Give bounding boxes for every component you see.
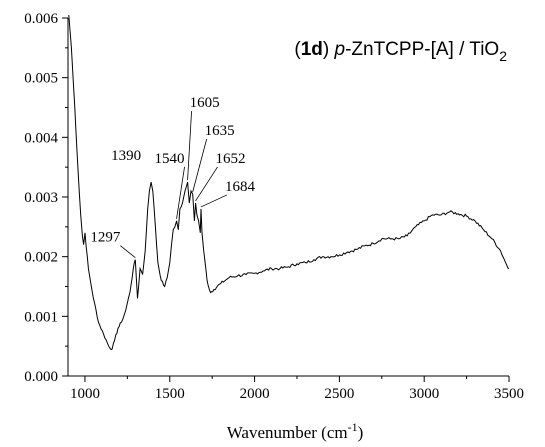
- x-axis-label: Wavenumber (cm-1): [227, 420, 364, 442]
- title-paren-close: ): [323, 39, 335, 60]
- peak-label: 1684: [225, 179, 256, 195]
- annotation-leader: [192, 138, 208, 193]
- annotation-leader: [176, 166, 185, 219]
- tick-labels: 1000 1500 2000 2500 3000 3500 0.000 0.001 0.002 0…: [24, 11, 524, 402]
- peak-label: 1605: [190, 95, 220, 111]
- y-tick-label: 0.005: [24, 71, 58, 87]
- chart-title: (1d) p-ZnTCPP-[A] / TiO2: [294, 39, 507, 64]
- x-tick-label: 1500: [155, 386, 185, 402]
- peak-label: 1652: [216, 151, 246, 167]
- xlabel-main: Wavenumber (cm: [227, 423, 348, 442]
- y-tick-label: 0.000: [24, 369, 58, 385]
- title-name: -ZnTCPP-[A] / TiO: [345, 39, 499, 60]
- title-prefix: p: [334, 39, 346, 60]
- annotation-leader: [120, 245, 136, 258]
- y-tick-label: 0.001: [24, 309, 58, 325]
- axes: [62, 17, 510, 382]
- x-tick-label: 2500: [324, 386, 354, 402]
- x-tick-label: 2000: [240, 386, 270, 402]
- peak-annotations: 1297 1390 1540 1605 1635 1652 1684: [90, 95, 255, 258]
- xlabel-superscript: -1: [348, 420, 358, 434]
- peak-label: 1297: [90, 230, 121, 246]
- title-paren-open: (: [294, 39, 301, 60]
- annotation-leader: [200, 194, 228, 208]
- peak-label: 1390: [111, 148, 141, 164]
- series-line-0: [68, 14, 510, 351]
- peak-label: 1635: [205, 123, 235, 139]
- y-tick-label: 0.006: [24, 11, 58, 27]
- x-tick-label: 3500: [494, 386, 524, 402]
- y-tick-label: 0.003: [24, 190, 58, 206]
- title-compound: 1d: [301, 39, 323, 60]
- peak-label: 1540: [155, 151, 185, 167]
- title-subscript: 2: [499, 48, 507, 64]
- x-tick-label: 3000: [409, 386, 439, 402]
- x-tick-label: 1000: [70, 386, 100, 402]
- annotation-leader: [187, 111, 192, 181]
- y-tick-label: 0.004: [24, 130, 58, 146]
- xlabel-close: ): [358, 423, 364, 442]
- plot-area: [68, 14, 510, 351]
- y-tick-label: 0.002: [24, 250, 58, 266]
- annotation-leader: [195, 166, 218, 202]
